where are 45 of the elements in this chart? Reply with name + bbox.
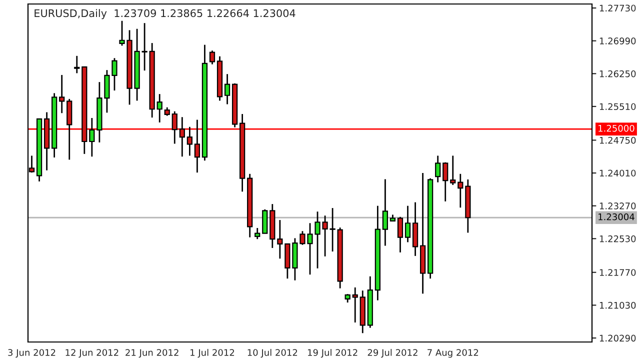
candlestick <box>66 98 72 160</box>
candlestick <box>209 50 216 66</box>
candlestick <box>186 126 192 156</box>
candlestick <box>179 116 185 158</box>
y-tick-label: 1.22530 <box>600 235 636 242</box>
y-tick-label: 1.27730 <box>600 4 636 12</box>
x-tick-label: 12 Jun 2012 <box>66 349 118 358</box>
candlestick <box>397 216 404 254</box>
ref-line-label: 1.25000 <box>598 124 634 132</box>
y-tick-label: 1.24010 <box>600 170 636 177</box>
x-tick-label: 7 Aug 2012 <box>428 349 478 358</box>
y-tick-label: 1.21770 <box>600 269 636 276</box>
x-tick-label: 19 Jul 2012 <box>308 348 358 358</box>
chart-title: EURUSD,Daily 1.23709 1.23865 1.22664 1.23004 <box>34 9 296 20</box>
candlestick <box>59 74 65 114</box>
candlestick <box>352 286 358 324</box>
candlestick <box>382 178 388 246</box>
candlestick <box>262 208 268 234</box>
x-tick-label: 1 Jul 2012 <box>190 348 234 358</box>
y-tick-label: 1.21030 <box>600 302 636 309</box>
candlestick <box>224 73 230 105</box>
y-tick-label: 1.26990 <box>600 38 636 44</box>
candlestick <box>277 219 283 260</box>
candlestick <box>442 162 448 202</box>
candlestick <box>450 155 456 186</box>
x-tick-label: 29 Jul 2012 <box>368 348 418 358</box>
y-tick-label: 1.24750 <box>600 136 636 144</box>
candlestick <box>458 173 464 208</box>
ref-line-label: 1.23004 <box>598 213 634 220</box>
candlestick <box>156 93 162 124</box>
y-tick-label: 1.23270 <box>600 202 636 210</box>
y-tick-label: 1.25510 <box>600 103 636 110</box>
candlestick <box>194 119 200 174</box>
candlestick <box>172 110 178 144</box>
y-tick-label: 1.26250 <box>600 70 636 78</box>
candlestick <box>404 205 411 243</box>
candlestick <box>74 55 80 74</box>
candlestick <box>412 202 418 257</box>
candlestick <box>435 155 441 184</box>
x-tick-label: 3 Jun 2012 <box>8 349 56 358</box>
candlestick <box>89 117 95 158</box>
x-tick-label: 10 Jul 2012 <box>248 348 298 358</box>
y-tick-label: 1.20290 <box>600 334 636 342</box>
candlestick <box>254 227 260 240</box>
x-tick-label: 21 Jun 2012 <box>126 349 178 358</box>
